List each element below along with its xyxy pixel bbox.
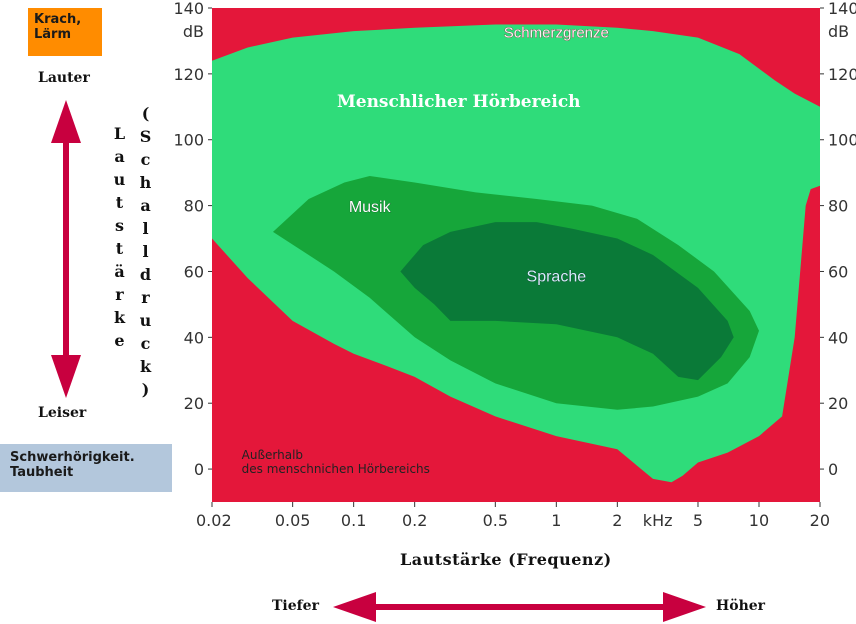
arrows: [51, 100, 706, 622]
y-tick-label-right: 20: [828, 394, 848, 413]
region-label-2: Musik: [349, 199, 392, 216]
region-label-line: Schmerzgrenze: [504, 25, 609, 42]
arrow-up-head: [51, 100, 81, 143]
y-tick-label-right: 0: [828, 460, 838, 479]
y-tick-label-left: 0: [194, 460, 204, 479]
region-label-0: Schmerzgrenze: [504, 25, 609, 42]
x-tick-label: 5: [693, 511, 703, 530]
vertical-axis-title-pressure: (Schalldruck): [136, 104, 155, 403]
y-tick-label-left: 140: [173, 0, 204, 18]
y-unit-label-right: dB: [828, 22, 849, 41]
x-tick-label: 0.1: [341, 511, 366, 530]
y-tick-label-left: 120: [173, 65, 204, 84]
x-tick-label: 2: [612, 511, 622, 530]
x-tick-label: 0.05: [275, 511, 311, 530]
y-tick-label-left: 80: [184, 197, 204, 216]
y-tick-label-right: 60: [828, 262, 848, 281]
region-label-line: Menschlicher Hörbereich: [337, 92, 581, 112]
region-label-1: Menschlicher Hörbereich: [337, 92, 581, 112]
x-tick-label: 0.2: [402, 511, 427, 530]
arrow-down-head: [51, 355, 81, 398]
region-label-line: Musik: [349, 199, 392, 216]
x-tick-label: 0.5: [483, 511, 508, 530]
x-unit-label: kHz: [643, 511, 673, 530]
x-tick-label: 1: [551, 511, 561, 530]
softer-label: Leiser: [38, 405, 87, 421]
x-axis-title: Lautstärke (Frequenz): [400, 550, 612, 569]
region-label-3: Sprache: [527, 268, 587, 285]
y-tick-label-left: 40: [184, 328, 204, 347]
horizontal-arrow-shaft: [370, 604, 666, 610]
region-label-line: Sprache: [527, 268, 587, 285]
y-tick-label-right: 40: [828, 328, 848, 347]
y-tick-label-right: 120: [828, 65, 856, 84]
plot-area: [212, 8, 820, 502]
y-tick-label-right: 80: [828, 197, 848, 216]
noise-tag-label: Krach, Lärm: [34, 12, 82, 42]
y-tick-label-left: 100: [173, 131, 204, 150]
region-label-line: des menschnichen Hörbereichs: [242, 462, 430, 476]
hearing-loss-tag: Schwerhörigkeit. Taubheit: [0, 444, 172, 492]
y-tick-label-right: 140: [828, 0, 856, 18]
region-label-line: Außerhalb: [242, 448, 303, 462]
x-tick-label: 10: [749, 511, 769, 530]
hearing-loss-tag-label: Schwerhörigkeit. Taubheit: [10, 450, 135, 480]
arrow-right-head: [663, 592, 706, 622]
speech-region: [400, 222, 734, 381]
vertical-arrow-shaft: [63, 140, 69, 358]
y-tick-label-left: 20: [184, 394, 204, 413]
x-tick-label: 20: [810, 511, 830, 530]
region-label-4: Außerhalb des menschnichen Hörbereichs: [242, 448, 430, 476]
noise-tag: Krach, Lärm: [28, 8, 102, 56]
lower-label: Tiefer: [272, 598, 319, 614]
vertical-axis-title-volume: Lautstärke: [110, 124, 129, 354]
y-tick-label-right: 100: [828, 131, 856, 150]
y-tick-label-left: 60: [184, 262, 204, 281]
higher-label: Höher: [716, 598, 766, 614]
y-unit-label-left: dB: [183, 22, 204, 41]
x-tick-label: 0.02: [196, 511, 232, 530]
arrow-left-head: [333, 592, 376, 622]
region-labels: Schmerzgrenze Menschlicher Hörbereich Musi…: [242, 24, 610, 476]
louder-label: Lauter: [38, 70, 90, 86]
